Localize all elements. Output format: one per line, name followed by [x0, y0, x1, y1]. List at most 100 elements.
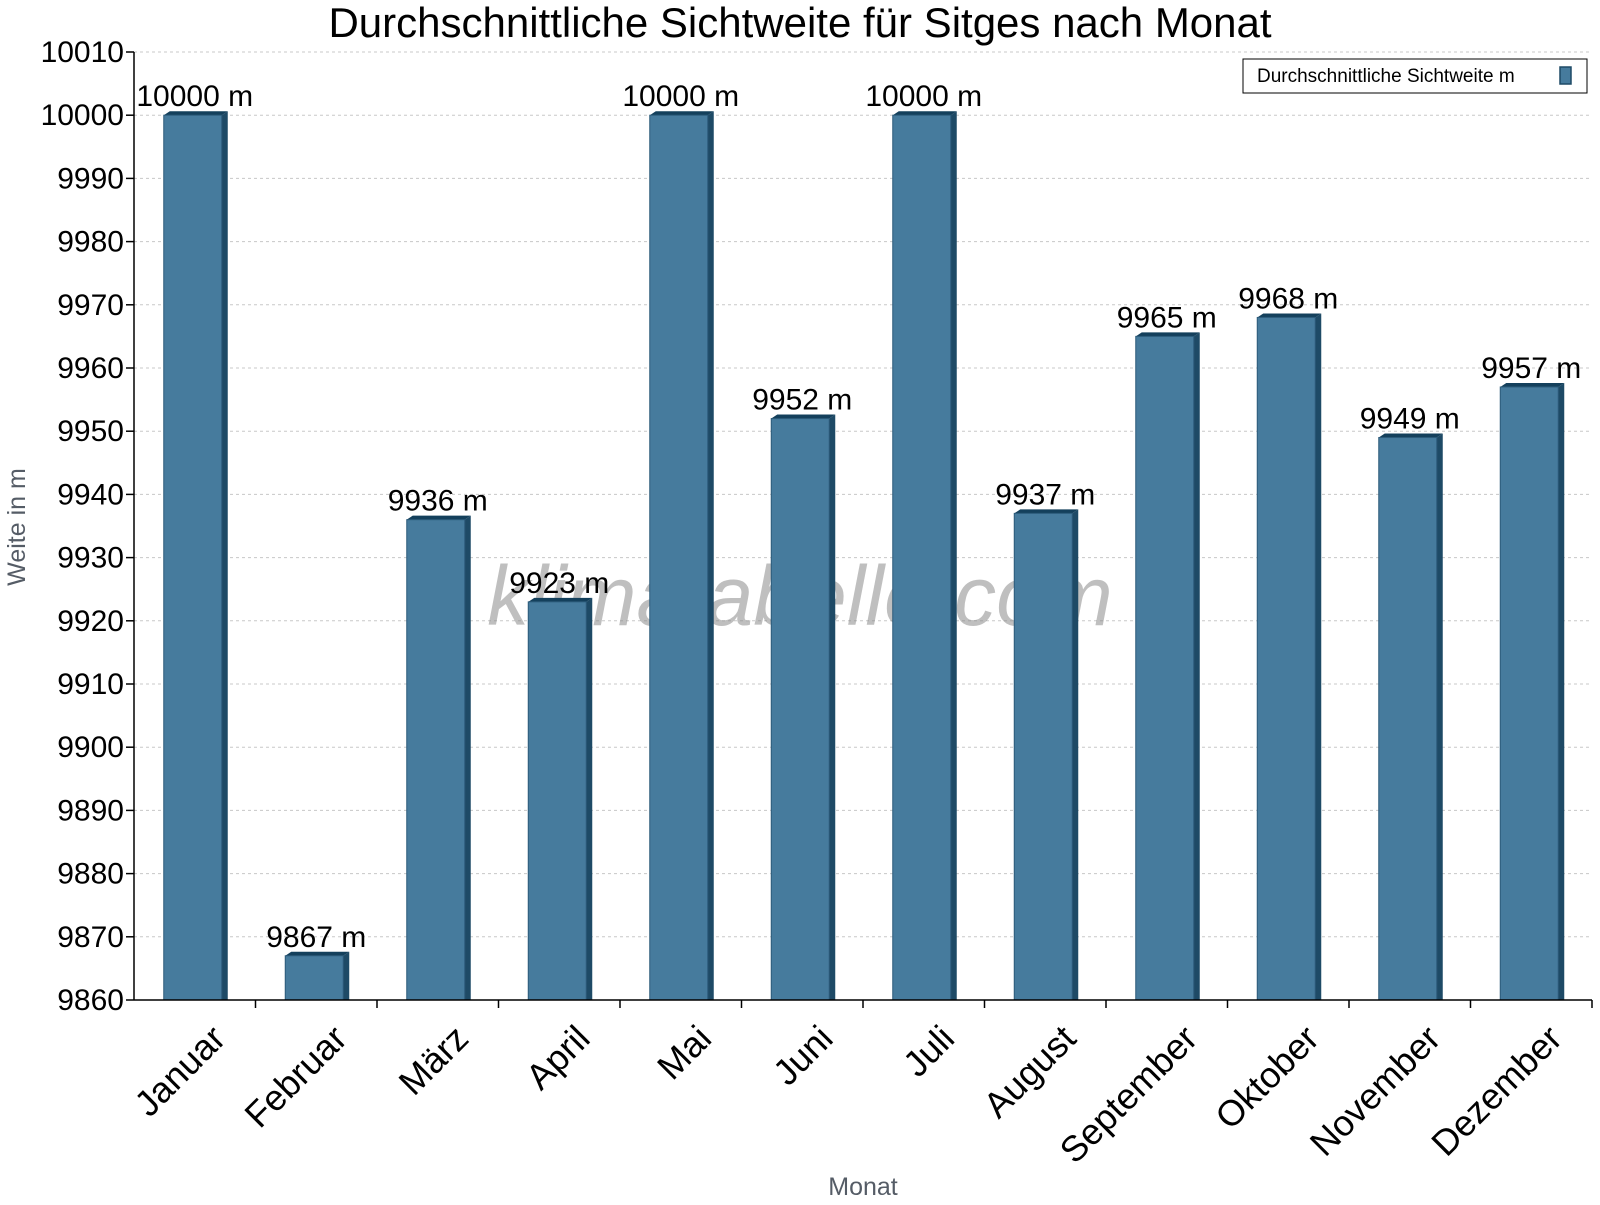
- bar-face: [1256, 316, 1316, 1001]
- bar-value-label: 10000 m: [865, 80, 982, 113]
- bar: [770, 414, 836, 1001]
- x-tick-label: November: [1302, 1017, 1448, 1163]
- legend-box: [1242, 58, 1588, 94]
- x-axis-ticks: Januar Februar März April Mai Juni Juli AugustS…: [126, 1000, 1593, 1171]
- bar-face: [649, 114, 709, 1001]
- bar-value-label: 9949 m: [1360, 403, 1460, 436]
- legend-swatch: [1559, 66, 1572, 85]
- y-tick-label: 9860: [57, 984, 124, 1017]
- bar-side: [586, 597, 593, 1000]
- bars: [163, 111, 1565, 1001]
- x-tick-label: Dezember: [1423, 1017, 1569, 1163]
- bar-face: [284, 955, 344, 1001]
- bar: [284, 951, 350, 1001]
- bar-top: [771, 414, 836, 419]
- chart-title: Durchschnittliche Sichtweite für Sitges …: [328, 0, 1271, 46]
- bar-value-label: 9952 m: [752, 384, 852, 417]
- bar-top: [528, 597, 593, 602]
- bar-side: [1558, 382, 1565, 1001]
- bar-face: [1499, 386, 1559, 1001]
- bar-face: [892, 114, 952, 1001]
- bar-face: [1135, 335, 1195, 1001]
- bar-top: [1500, 382, 1565, 387]
- y-tick-label: 9940: [57, 478, 124, 511]
- y-tick-label: 9870: [57, 921, 124, 954]
- bar-side: [1436, 433, 1443, 1000]
- bar-value-label: 10000 m: [136, 80, 253, 113]
- bar-value-label: 10000 m: [622, 80, 739, 113]
- x-tick-label: März: [391, 1017, 477, 1103]
- y-tick-label: 9950: [57, 415, 124, 448]
- bar-side: [343, 951, 350, 1000]
- bar-labels: 10000 m 9867 m 9936 m 9923 m 10000 m 9952 m 10…: [136, 80, 1581, 954]
- bar: [406, 515, 471, 1001]
- bar-side: [1315, 313, 1322, 1000]
- bar-value-label: 9936 m: [388, 485, 488, 518]
- bar-face: [1013, 512, 1073, 1001]
- bar: [527, 597, 593, 1001]
- bar: [1499, 382, 1565, 1001]
- y-tick-label: 9900: [57, 731, 124, 764]
- legend: Durchschnittliche Sichtweite m: [1242, 58, 1588, 94]
- x-tick-label: Juni: [765, 1017, 841, 1093]
- bar-side: [1072, 509, 1079, 1000]
- bar-top: [1257, 313, 1322, 318]
- bar: [649, 111, 714, 1001]
- x-tick-label: August: [975, 1017, 1083, 1125]
- x-tick-label: April: [518, 1017, 598, 1097]
- bar-face: [527, 601, 587, 1001]
- bar-value-label: 9968 m: [1238, 282, 1338, 315]
- y-tick-label: 9930: [57, 542, 124, 575]
- bar-face: [406, 519, 466, 1001]
- y-tick-label: 9880: [57, 858, 124, 891]
- bar-face: [770, 418, 830, 1001]
- bar-side: [950, 111, 957, 1000]
- x-tick-label: Mai: [649, 1017, 719, 1087]
- bar-top: [285, 951, 350, 956]
- x-tick-label: Juli: [895, 1017, 962, 1084]
- bar: [1256, 313, 1322, 1001]
- y-tick-label: 10010: [41, 36, 124, 69]
- bar-side: [829, 414, 836, 1000]
- y-tick-label: 9970: [57, 289, 124, 322]
- bar: [1013, 509, 1079, 1001]
- bar-top: [892, 111, 957, 116]
- bar-value-label: 9937 m: [995, 478, 1095, 511]
- bar: [1135, 332, 1200, 1001]
- bar-value-label: 9965 m: [1117, 301, 1217, 334]
- bar-top: [1014, 509, 1079, 514]
- y-axis-title: Weite in m: [3, 468, 31, 586]
- bar-top: [1378, 433, 1443, 438]
- bar-value-label: 9923 m: [509, 567, 609, 600]
- x-tick-label: Oktober: [1207, 1017, 1327, 1137]
- x-axis-title: Monat: [828, 1173, 898, 1200]
- bar-value-label: 9957 m: [1481, 352, 1581, 385]
- bar-top: [163, 111, 228, 116]
- bar-top: [406, 515, 471, 520]
- bar: [1378, 433, 1443, 1001]
- bar-value-label: 9867 m: [266, 921, 366, 954]
- bar-top: [1135, 332, 1200, 337]
- bar-face: [1378, 437, 1438, 1001]
- y-tick-label: 9920: [57, 605, 124, 638]
- legend-label: Durchschnittliche Sichtweite m: [1257, 66, 1515, 87]
- y-axis-ticks: 9860 9870 9880 9890 9900 9910 9920 9930 9940 9950…: [41, 36, 134, 1017]
- y-tick-label: 9960: [57, 352, 124, 385]
- bar: [163, 111, 228, 1001]
- x-tick-label: Februar: [236, 1017, 354, 1135]
- x-tick-label: Januar: [126, 1017, 233, 1124]
- gridlines: [134, 51, 1592, 938]
- y-tick-label: 10000: [41, 99, 124, 132]
- y-tick-label: 9990: [57, 162, 124, 195]
- bar-side: [221, 111, 228, 1000]
- bar-face: [163, 114, 223, 1001]
- bar-side: [707, 111, 714, 1000]
- bar: [892, 111, 957, 1001]
- y-tick-label: 9980: [57, 226, 124, 259]
- y-tick-label: 9910: [57, 668, 124, 701]
- bar-top: [649, 111, 714, 116]
- y-tick-label: 9890: [57, 794, 124, 827]
- bar-side: [1193, 332, 1200, 1000]
- bar-side: [464, 515, 471, 1000]
